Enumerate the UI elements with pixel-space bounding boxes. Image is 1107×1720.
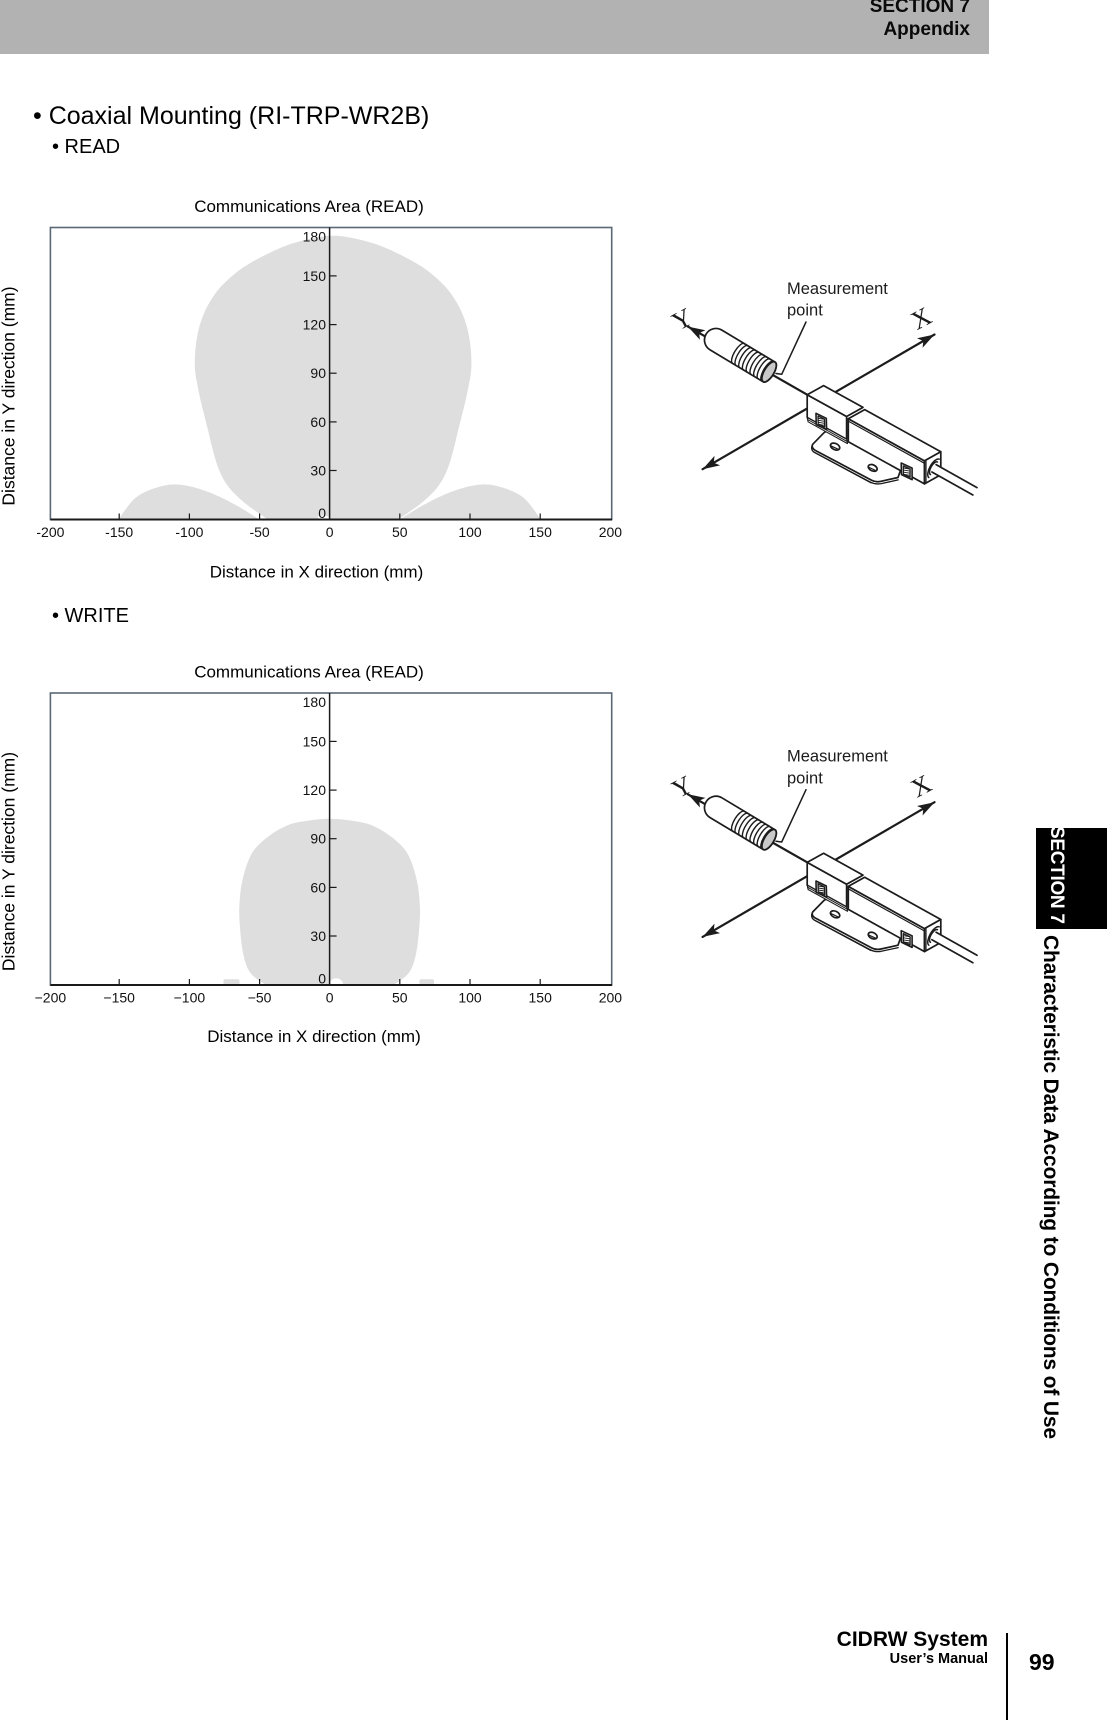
- svg-text:90: 90: [310, 365, 326, 381]
- svg-text:200: 200: [599, 990, 623, 1006]
- svg-text:0: 0: [318, 505, 326, 521]
- svg-text:Distance in Y direction (mm): Distance in Y direction (mm): [0, 752, 19, 971]
- svg-text:120: 120: [303, 317, 327, 333]
- svg-text:Distance in Y direction (mm): Distance in Y direction (mm): [0, 286, 19, 505]
- svg-text:90: 90: [310, 831, 326, 847]
- svg-text:−150: −150: [103, 990, 135, 1006]
- svg-text:180: 180: [303, 229, 327, 245]
- svg-text:-150: -150: [105, 524, 133, 540]
- svg-text:120: 120: [303, 782, 327, 798]
- svg-text:Distance in X direction (mm): Distance in X direction (mm): [210, 563, 424, 582]
- svg-text:-100: -100: [175, 524, 203, 540]
- svg-text:0: 0: [326, 524, 334, 540]
- svg-text:150: 150: [303, 733, 327, 749]
- svg-text:Distance in X direction (mm): Distance in X direction (mm): [207, 1027, 421, 1046]
- svg-text:Communications Area (READ): Communications Area (READ): [194, 197, 424, 216]
- svg-text:-200: -200: [36, 524, 64, 540]
- svg-text:30: 30: [310, 928, 326, 944]
- svg-text:150: 150: [529, 990, 553, 1006]
- svg-text:100: 100: [458, 990, 482, 1006]
- svg-text:0: 0: [326, 990, 334, 1006]
- svg-text:180: 180: [303, 694, 327, 710]
- svg-text:Communications Area (READ): Communications Area (READ): [194, 663, 424, 682]
- svg-text:100: 100: [458, 524, 482, 540]
- svg-text:0: 0: [318, 971, 326, 987]
- svg-text:200: 200: [599, 524, 623, 540]
- svg-text:−100: −100: [174, 990, 206, 1006]
- svg-text:-50: -50: [249, 524, 269, 540]
- svg-text:−50: −50: [248, 990, 272, 1006]
- svg-text:−200: −200: [35, 990, 67, 1006]
- svg-text:30: 30: [310, 463, 326, 479]
- svg-text:150: 150: [529, 524, 553, 540]
- svg-text:60: 60: [310, 879, 326, 895]
- svg-text:50: 50: [392, 990, 408, 1006]
- svg-text:60: 60: [310, 414, 326, 430]
- svg-text:50: 50: [392, 524, 408, 540]
- svg-text:150: 150: [303, 268, 327, 284]
